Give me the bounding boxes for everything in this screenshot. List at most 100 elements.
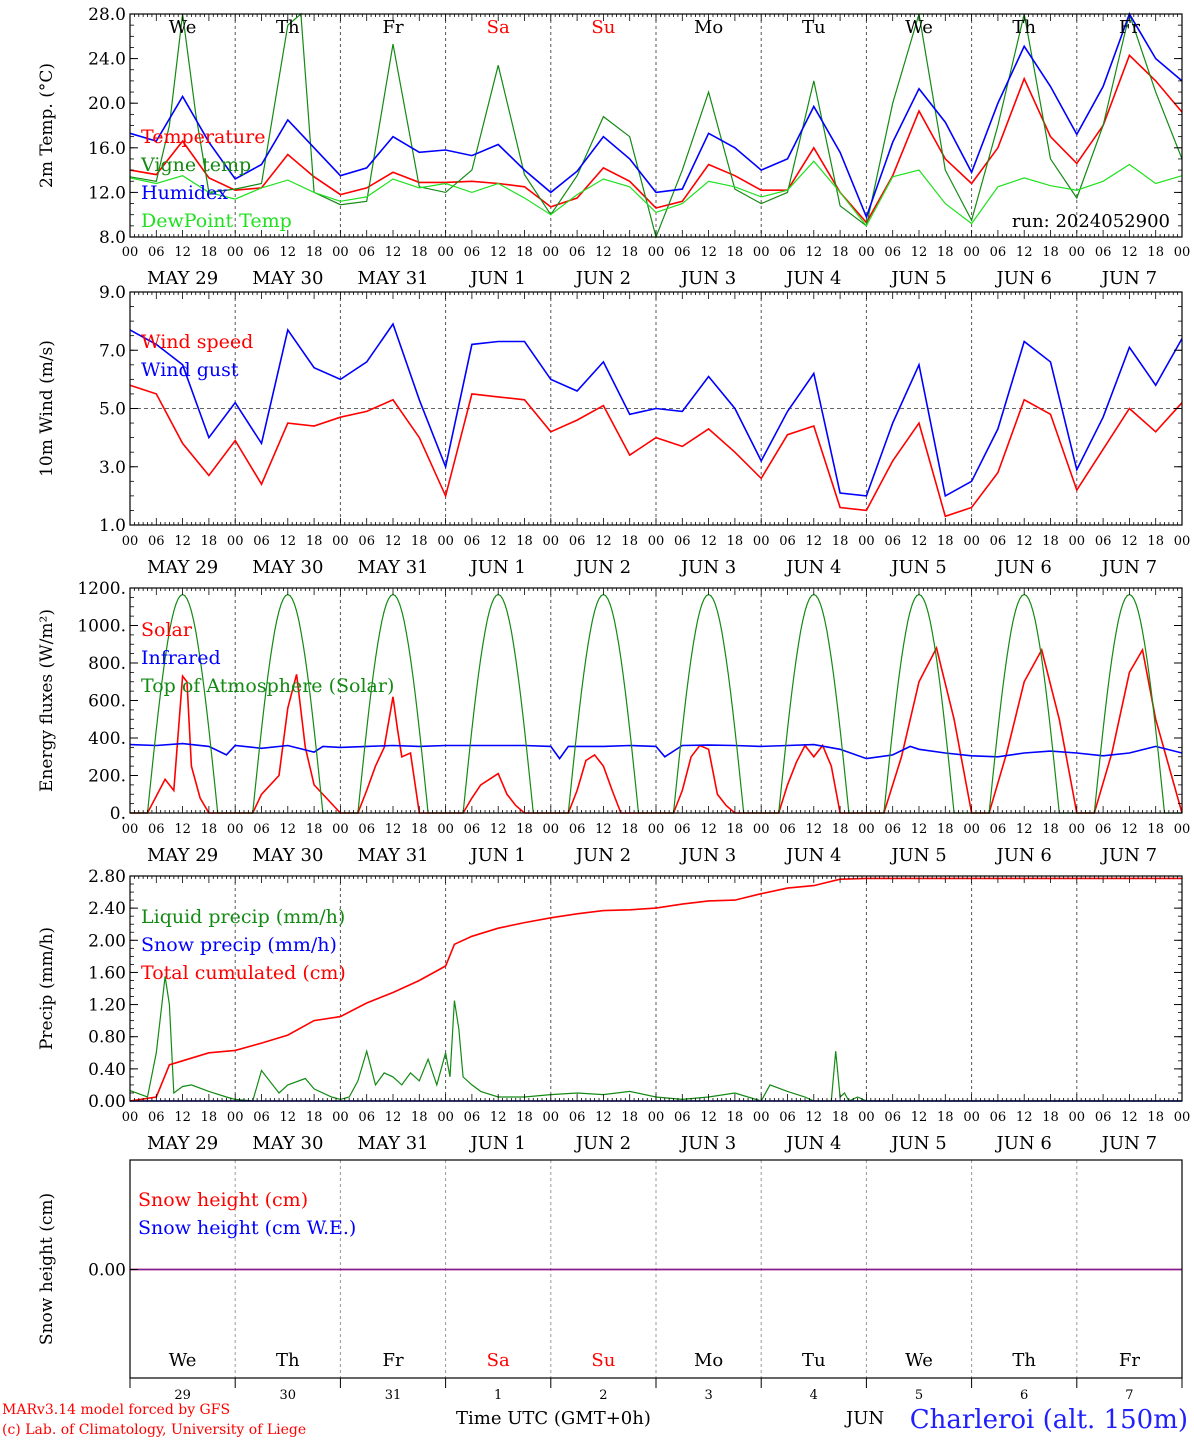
hour-tick-label: 12 <box>700 1110 717 1125</box>
date-label: JUN 5 <box>889 557 946 578</box>
legend-entry: Wind gust <box>141 359 239 381</box>
y-tick-label: 0. <box>110 804 126 824</box>
hour-tick-label: 12 <box>911 1110 928 1125</box>
hour-tick-label: 18 <box>201 1110 218 1125</box>
weekday-label: We <box>905 17 933 38</box>
hour-tick-label: 12 <box>911 822 928 837</box>
hour-tick-label: 06 <box>884 1110 901 1125</box>
hour-tick-label: 06 <box>779 822 796 837</box>
y-axis-label: Precip (mm/h) <box>37 927 57 1050</box>
y-tick-label: 9.0 <box>99 283 126 303</box>
y-axis-label: 10m Wind (m/s) <box>37 340 57 477</box>
hour-tick-label: 18 <box>1147 245 1164 260</box>
hour-tick-label: 18 <box>201 534 218 549</box>
hour-tick-label: 18 <box>411 822 428 837</box>
date-label: JUN 6 <box>995 557 1052 578</box>
weekday-label: Mo <box>694 17 723 38</box>
hour-tick-label: 00 <box>122 245 139 260</box>
hour-tick-label: 12 <box>174 822 191 837</box>
y-tick-label: 1000. <box>77 617 126 637</box>
date-label: JUN 3 <box>679 1133 736 1154</box>
labels-layer: 00 06 12 18 00 06 12 18 00 06 12 18 00 06 12 18 00 06 12 18… <box>37 5 1190 1403</box>
hour-tick-label: 12 <box>1121 534 1138 549</box>
hour-tick-label: 00 <box>1174 534 1191 549</box>
hour-tick-label: 06 <box>253 822 270 837</box>
y-tick-label: 1.60 <box>88 963 126 983</box>
y-tick-label: 5.0 <box>99 400 126 420</box>
hour-tick-label: 18 <box>1147 1110 1164 1125</box>
date-label: MAY 31 <box>357 845 428 866</box>
hour-tick-label: 06 <box>358 1110 375 1125</box>
weekday-label: Su <box>591 1350 615 1371</box>
hour-tick-label: 06 <box>358 822 375 837</box>
hour-tick-label: 12 <box>1016 822 1033 837</box>
hour-tick-label: 12 <box>490 534 507 549</box>
weekday-label: Tu <box>802 1350 826 1371</box>
hour-tick-label: 06 <box>253 1110 270 1125</box>
date-label: JUN 5 <box>889 845 946 866</box>
y-tick-label: 600. <box>88 692 126 712</box>
hour-tick-label: 18 <box>621 245 638 260</box>
hour-tick-label: 00 <box>963 822 980 837</box>
legend-entry: Top of Atmosphere (Solar) <box>141 675 394 697</box>
hour-tick-label: 18 <box>306 822 323 837</box>
hour-tick-label: 00 <box>753 534 770 549</box>
hour-tick-label: 00 <box>543 534 560 549</box>
hour-tick-label: 18 <box>516 1110 533 1125</box>
hour-tick-label: 18 <box>516 245 533 260</box>
hour-tick-label: 12 <box>280 1110 297 1125</box>
hour-tick-label: 00 <box>122 822 139 837</box>
hour-tick-label: 06 <box>1095 534 1112 549</box>
hour-tick-label: 00 <box>858 534 875 549</box>
hour-tick-label: 18 <box>411 1110 428 1125</box>
hour-tick-label: 18 <box>621 822 638 837</box>
hour-tick-label: 06 <box>569 1110 586 1125</box>
weekday-label: We <box>905 1350 933 1371</box>
hour-tick-label: 18 <box>306 245 323 260</box>
series-line-wind-gust <box>129 322 1183 498</box>
hour-tick-label: 12 <box>806 1110 823 1125</box>
hour-tick-label: 06 <box>674 822 691 837</box>
legend-entry: Solar <box>141 619 193 641</box>
axes-layer <box>129 13 1183 1388</box>
day-number-label: 30 <box>280 1388 297 1403</box>
hour-tick-label: 00 <box>1174 245 1191 260</box>
hour-tick-label: 18 <box>1042 245 1059 260</box>
y-axis-label: 2m Temp. (°C) <box>37 63 57 188</box>
hour-tick-label: 00 <box>437 822 454 837</box>
hour-tick-label: 18 <box>937 822 954 837</box>
hour-tick-label: 12 <box>700 245 717 260</box>
day-number-label: 1 <box>494 1388 502 1403</box>
model-credit-line1: MARv3.14 model forced by GFS <box>2 1402 230 1418</box>
hour-tick-label: 12 <box>1016 534 1033 549</box>
date-label: MAY 29 <box>147 845 218 866</box>
hour-tick-label: 12 <box>280 534 297 549</box>
hour-tick-label: 12 <box>385 245 402 260</box>
date-label: JUN 3 <box>679 845 736 866</box>
legend-entry: Wind speed <box>141 331 253 353</box>
hour-tick-label: 18 <box>306 1110 323 1125</box>
hour-tick-label: 06 <box>779 1110 796 1125</box>
y-tick-label: 1.20 <box>88 996 126 1016</box>
hour-tick-label: 12 <box>385 822 402 837</box>
hour-tick-label: 00 <box>1069 822 1086 837</box>
hour-tick-label: 00 <box>437 1110 454 1125</box>
date-label: JUN 4 <box>784 268 841 289</box>
hour-tick-label: 12 <box>1121 822 1138 837</box>
hour-tick-label: 06 <box>990 822 1007 837</box>
date-label: JUN 1 <box>469 845 526 866</box>
hour-tick-label: 18 <box>1042 534 1059 549</box>
date-label: JUN 7 <box>1100 845 1157 866</box>
hour-tick-label: 06 <box>779 534 796 549</box>
date-label: JUN 1 <box>469 268 526 289</box>
hour-tick-label: 06 <box>253 534 270 549</box>
date-label: MAY 31 <box>357 268 428 289</box>
station-label: Charleroi (alt. 150m) <box>910 1405 1188 1435</box>
date-label: JUN 7 <box>1100 268 1157 289</box>
hour-tick-label: 12 <box>911 245 928 260</box>
weekday-label: We <box>169 17 197 38</box>
series-line-total-cumulated-cm- <box>129 877 1182 1102</box>
hour-tick-label: 00 <box>332 822 349 837</box>
date-label: MAY 30 <box>252 268 323 289</box>
hour-tick-label: 12 <box>490 245 507 260</box>
